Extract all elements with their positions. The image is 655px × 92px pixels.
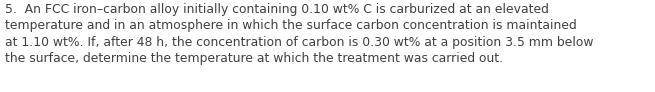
Text: 5.  An FCC iron–carbon alloy initially containing 0.10 wt% C is carburized at an: 5. An FCC iron–carbon alloy initially co… xyxy=(5,3,593,65)
